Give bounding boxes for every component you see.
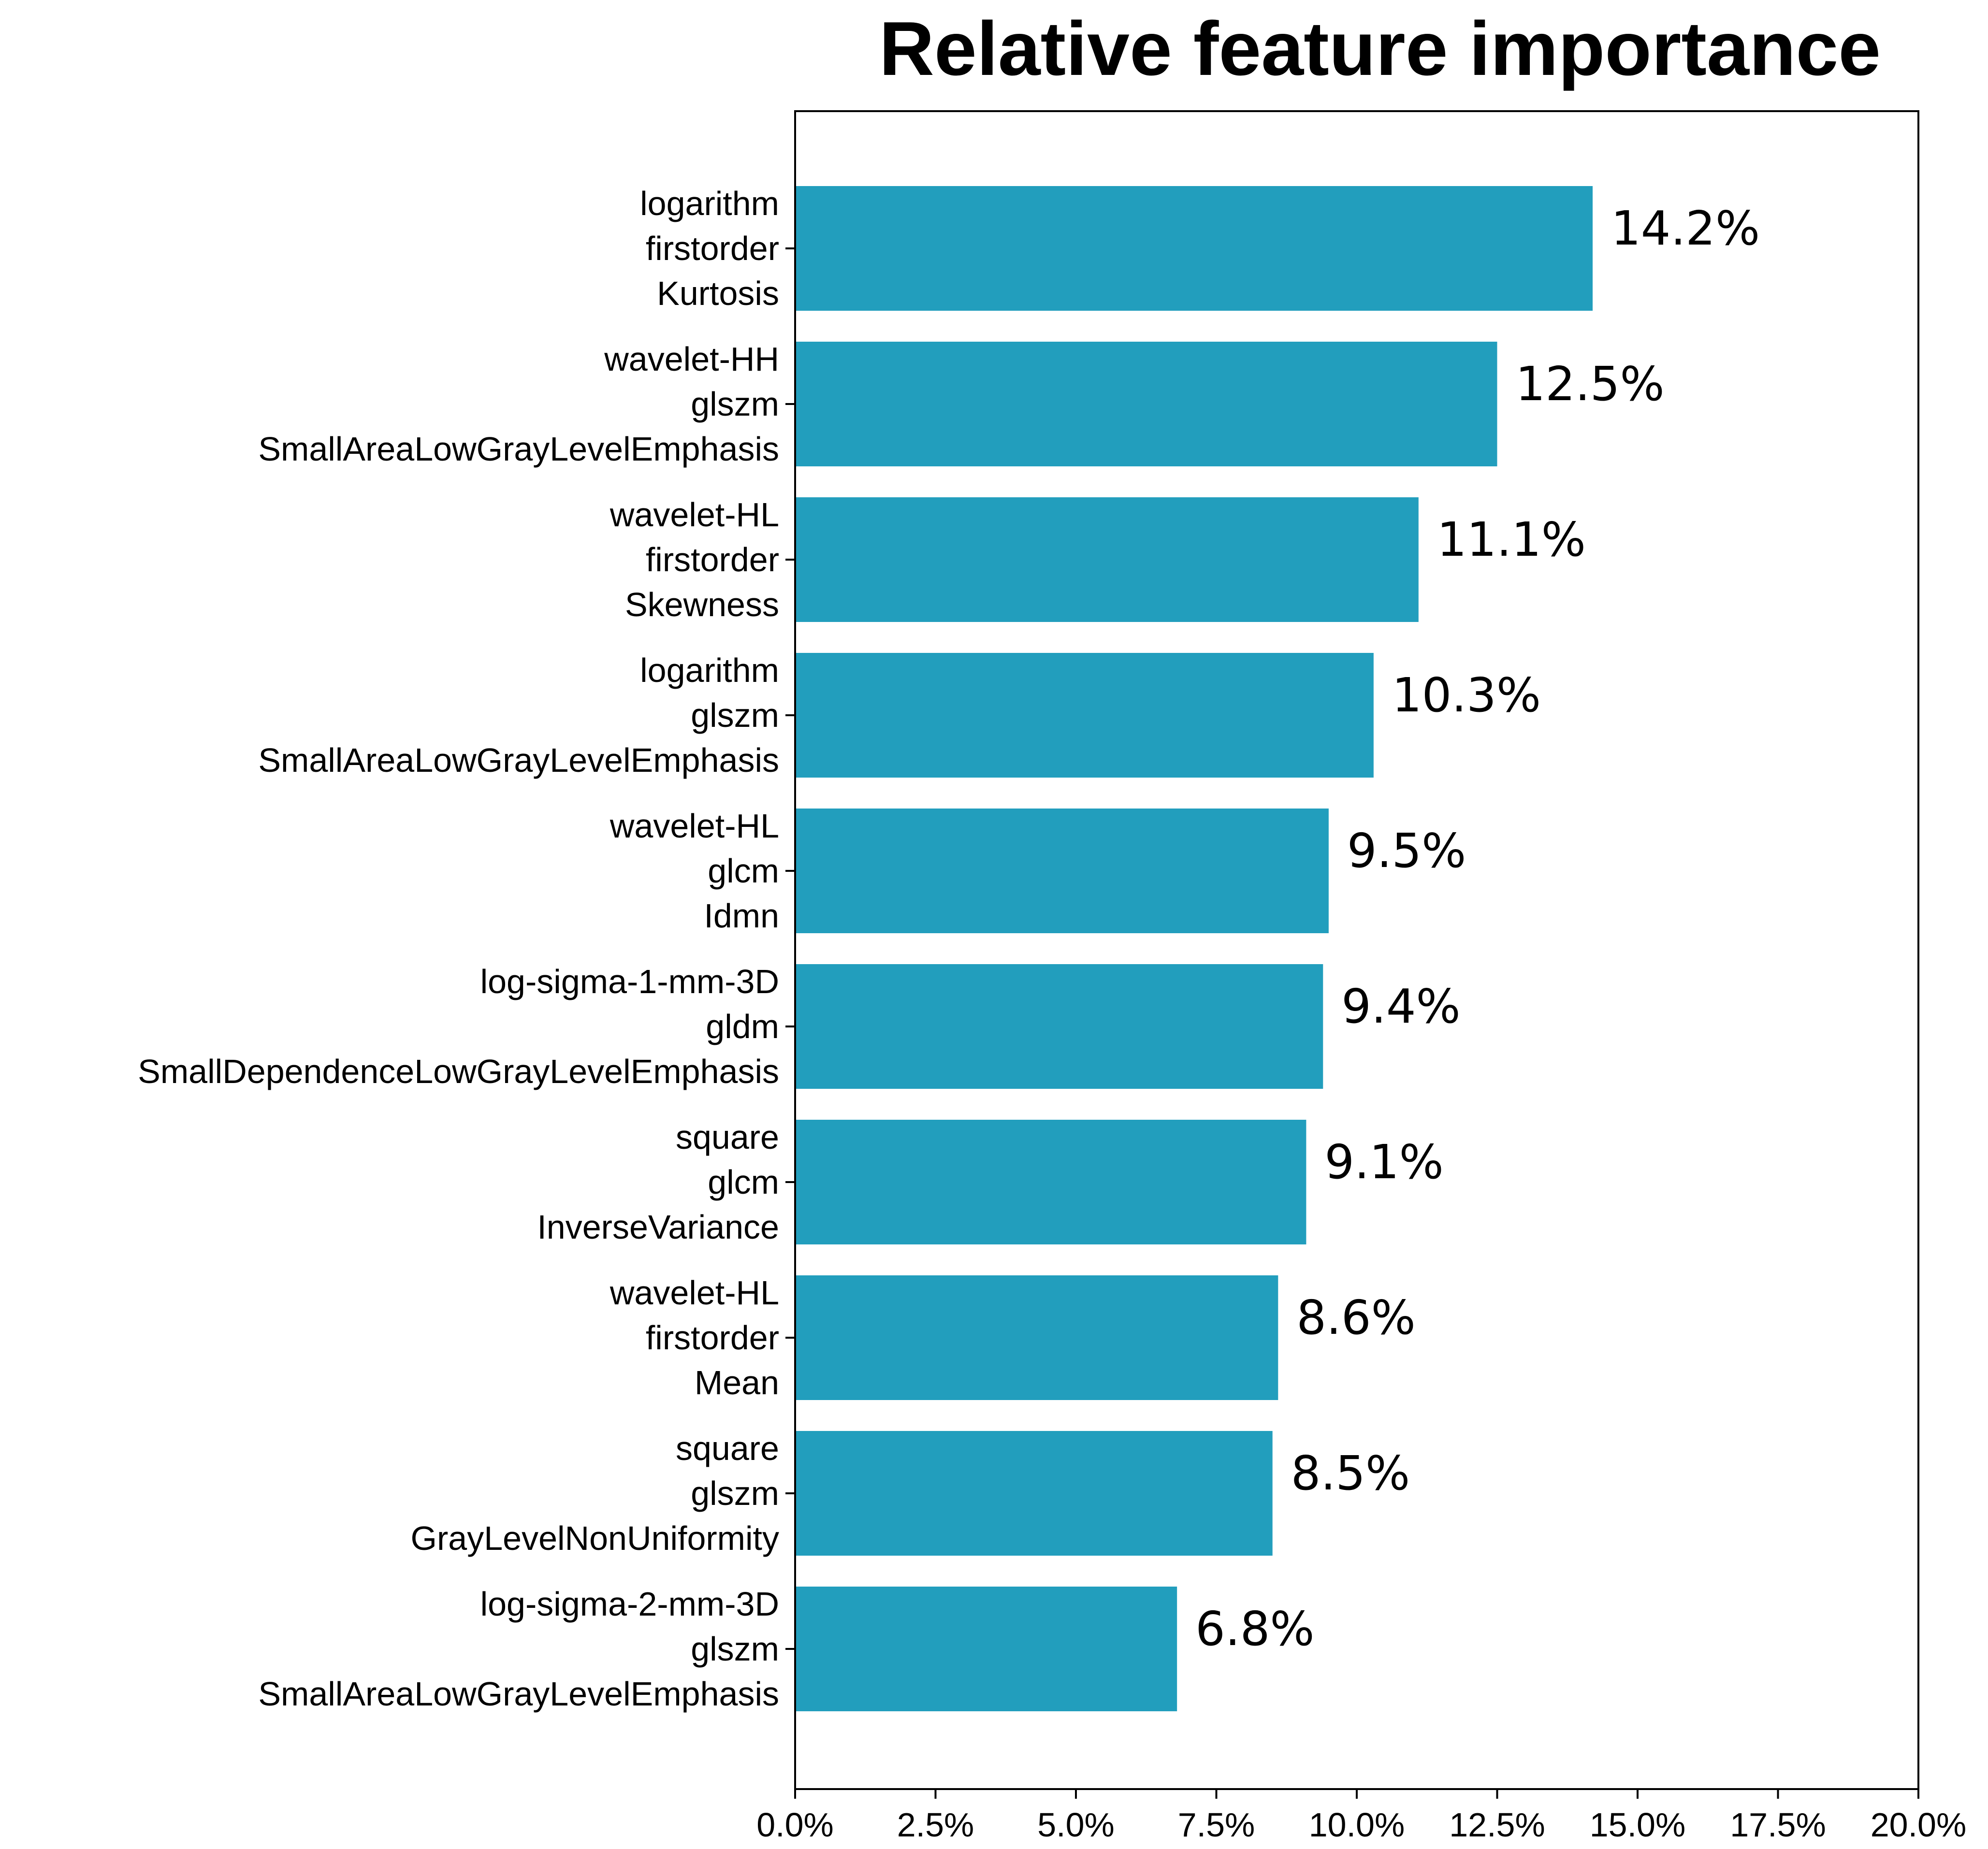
y-tick-label-line: Kurtosis — [657, 274, 779, 312]
y-tick-label-line: square — [676, 1118, 779, 1156]
y-tick-label-5: wavelet-HL glcm Idmn — [609, 807, 779, 935]
y-tick-label-6: log-sigma-1-mm-3D gldm SmallDependenceLowG… — [138, 963, 779, 1090]
data-labels: 14.2% 12.5% 11.1% 10.3% 9.5% 9.4% 9.1% 8.6% 8.5%… — [1195, 201, 1760, 1656]
data-label-7: 9.1% — [1324, 1135, 1443, 1189]
x-tick-label-7: 15.0% — [1590, 1806, 1685, 1844]
y-tick-label-line: glszm — [691, 696, 779, 734]
y-tick-label-line: InverseVariance — [537, 1208, 779, 1246]
y-tick-label-line: wavelet-HH — [604, 340, 779, 378]
bar-2 — [795, 342, 1497, 466]
bar-4 — [795, 653, 1374, 778]
bar-9 — [795, 1431, 1273, 1556]
y-tick-label-9: square glszm GrayLevelNonUniformity — [411, 1430, 779, 1557]
bar-6 — [795, 964, 1323, 1089]
y-tick-label-7: square glcm InverseVariance — [537, 1118, 779, 1246]
data-label-2: 12.5% — [1516, 357, 1665, 411]
x-tick-label-9: 20.0% — [1871, 1806, 1966, 1844]
y-tick-label-line: glszm — [691, 1630, 779, 1668]
data-label-1: 14.2% — [1611, 201, 1760, 256]
data-label-9: 8.5% — [1291, 1446, 1410, 1501]
y-tick-label-line: SmallAreaLowGrayLevelEmphasis — [258, 741, 779, 779]
y-tick-label-line: wavelet-HL — [609, 1274, 779, 1312]
y-tick-label-line: logarithm — [640, 651, 779, 689]
y-tick-label-line: firstorder — [646, 541, 779, 578]
x-tick-label-1: 0.0% — [756, 1806, 834, 1844]
y-tick-label-line: Mean — [695, 1364, 779, 1401]
y-tick-label-line: log-sigma-2-mm-3D — [480, 1585, 779, 1623]
y-tick-label-10: log-sigma-2-mm-3D glszm SmallAreaLowGrayLe… — [258, 1585, 779, 1713]
x-tick-label-2: 2.5% — [897, 1806, 974, 1844]
x-tick-label-4: 7.5% — [1178, 1806, 1255, 1844]
bar-7 — [795, 1120, 1306, 1244]
x-tick-label-6: 12.5% — [1449, 1806, 1545, 1844]
y-tick-label-line: firstorder — [646, 230, 779, 267]
y-axis-labels: logarithm firstorder Kurtosis wavelet-HH gls… — [138, 185, 795, 1713]
y-tick-label-line: glszm — [691, 385, 779, 423]
bar-3 — [795, 497, 1419, 622]
y-tick-label-4: logarithm glszm SmallAreaLowGrayLevelEmpha… — [258, 651, 779, 779]
y-tick-label-line: log-sigma-1-mm-3D — [480, 963, 779, 1000]
x-tick-label-3: 5.0% — [1037, 1806, 1115, 1844]
data-label-4: 10.3% — [1392, 668, 1541, 722]
y-tick-label-line: SmallDependenceLowGrayLevelEmphasis — [138, 1053, 779, 1090]
y-tick-label-line: square — [676, 1430, 779, 1467]
y-tick-label-line: glcm — [708, 852, 779, 890]
y-tick-label-line: glcm — [708, 1163, 779, 1201]
bar-5 — [795, 809, 1329, 933]
plot-frame — [794, 110, 1919, 1790]
x-tick-label-8: 17.5% — [1730, 1806, 1826, 1844]
bars-group — [795, 186, 1593, 1711]
y-tick-label-1: logarithm firstorder Kurtosis — [640, 185, 779, 312]
data-label-6: 9.4% — [1341, 979, 1460, 1034]
bar-8 — [795, 1275, 1278, 1400]
y-tick-label-line: logarithm — [640, 185, 779, 222]
bar-10 — [795, 1587, 1177, 1711]
x-tick-label-5: 10.0% — [1309, 1806, 1405, 1844]
data-label-5: 9.5% — [1347, 823, 1466, 878]
data-label-10: 6.8% — [1195, 1602, 1314, 1656]
y-tick-label-8: wavelet-HL firstorder Mean — [609, 1274, 779, 1401]
data-label-3: 11.1% — [1437, 512, 1586, 567]
y-tick-label-line: Idmn — [704, 897, 779, 935]
y-tick-label-line: wavelet-HL — [609, 807, 779, 845]
y-tick-label-3: wavelet-HL firstorder Skewness — [609, 496, 779, 623]
y-tick-label-2: wavelet-HH glszm SmallAreaLowGrayLevelEmph… — [258, 340, 779, 468]
y-tick-label-line: firstorder — [646, 1319, 779, 1357]
y-tick-label-line: glszm — [691, 1474, 779, 1512]
y-tick-label-line: SmallAreaLowGrayLevelEmphasis — [258, 430, 779, 468]
y-tick-label-line: wavelet-HL — [609, 496, 779, 534]
bar-1 — [795, 186, 1593, 311]
data-label-8: 8.6% — [1296, 1290, 1415, 1345]
x-axis: 0.0% 2.5% 5.0% 7.5% 10.0% 12.5% 15.0% 17.5% 20.0… — [756, 1789, 1966, 1844]
chart-title: Relative feature importance — [879, 6, 1881, 91]
y-tick-label-line: GrayLevelNonUniformity — [411, 1519, 779, 1557]
y-tick-label-line: gldm — [706, 1008, 779, 1045]
y-tick-label-line: SmallAreaLowGrayLevelEmphasis — [258, 1675, 779, 1713]
y-tick-label-line: Skewness — [625, 586, 779, 623]
